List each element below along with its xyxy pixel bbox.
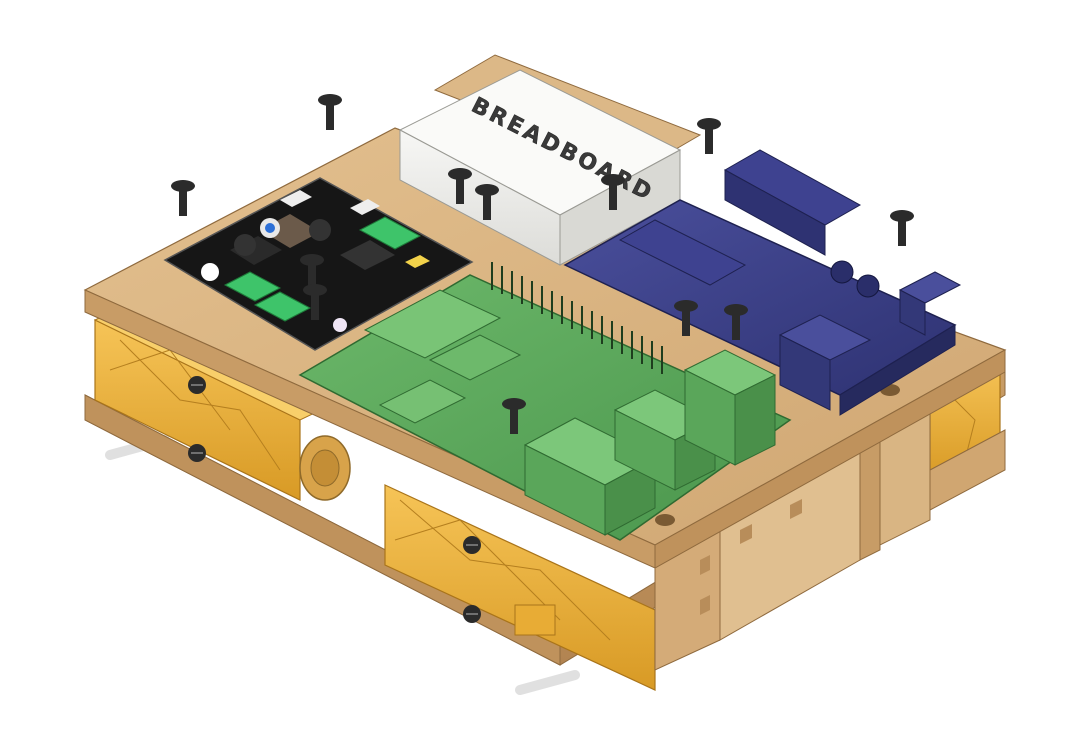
screw-12 (502, 398, 526, 434)
screw-1 (318, 94, 342, 130)
screw-3 (448, 168, 472, 204)
screw-10 (674, 300, 698, 336)
screw-7 (890, 210, 914, 246)
screw-11 (724, 304, 748, 340)
motor-screws (188, 376, 481, 623)
screw-6 (697, 118, 721, 154)
screw-2 (171, 180, 195, 216)
front-motor (384, 484, 656, 691)
screws (171, 94, 914, 434)
screw-8 (300, 254, 324, 288)
raspberry-pi (298, 262, 792, 541)
gpio-header (491, 262, 663, 374)
screw-5 (601, 174, 625, 210)
arduino-board (563, 149, 962, 416)
screw-9 (303, 284, 327, 320)
screw-4 (475, 184, 499, 220)
